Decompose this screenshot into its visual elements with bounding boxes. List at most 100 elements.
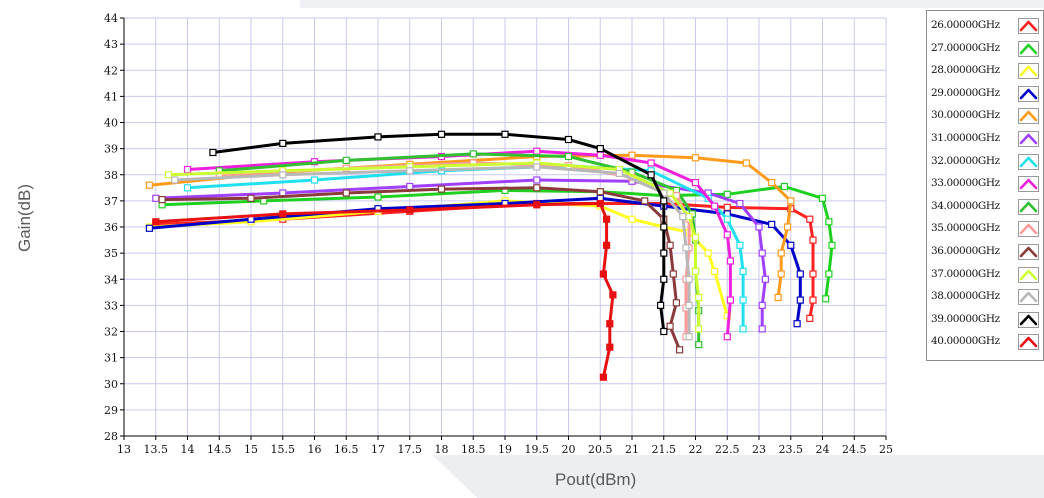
series-marker bbox=[209, 148, 217, 157]
y-tick-label: 36 bbox=[104, 221, 118, 234]
series-marker bbox=[787, 197, 795, 205]
series-marker bbox=[796, 296, 804, 304]
legend-label: 29.00000GHz bbox=[931, 86, 1000, 99]
y-tick-label: 33 bbox=[104, 299, 118, 312]
series-marker bbox=[691, 154, 700, 162]
series-marker bbox=[660, 275, 668, 283]
legend-item: 37.00000GHz bbox=[927, 264, 1043, 286]
series-marker bbox=[736, 199, 744, 208]
legend-label: 26.00000GHz bbox=[931, 19, 1000, 31]
series-marker bbox=[656, 301, 665, 309]
series-marker bbox=[183, 184, 192, 192]
series-marker bbox=[171, 176, 179, 184]
legend-swatch bbox=[1018, 176, 1039, 193]
y-tick-label: 30 bbox=[104, 378, 118, 391]
series-marker bbox=[596, 145, 604, 153]
series-marker bbox=[695, 293, 703, 302]
series-marker bbox=[685, 301, 693, 309]
x-tick-label: 24.5 bbox=[842, 443, 867, 456]
series-marker bbox=[647, 171, 655, 179]
x-tick-label: 21 bbox=[625, 443, 639, 456]
legend-swatch bbox=[1018, 85, 1039, 102]
x-tick-label: 19 bbox=[498, 443, 512, 456]
series-marker bbox=[685, 333, 693, 341]
series-marker bbox=[685, 275, 693, 283]
series-line bbox=[211, 132, 666, 333]
series-marker bbox=[599, 270, 608, 278]
series-marker bbox=[406, 182, 414, 191]
series-marker bbox=[660, 223, 668, 231]
legend-item: 36.00000GHz bbox=[927, 241, 1043, 263]
legend-swatch bbox=[1018, 311, 1039, 328]
x-tick-label: 15.5 bbox=[271, 443, 296, 456]
x-tick-label: 18.5 bbox=[461, 443, 486, 456]
legend-label: 27.00000GHz bbox=[931, 41, 1000, 54]
x-tick-label: 18 bbox=[435, 443, 449, 456]
x-tick-label: 22.5 bbox=[715, 443, 740, 456]
chart-axes: 28 29 30 31 32 33 34 35 36 37 38 39 40 41 42 43 44 13 13.5… bbox=[104, 12, 893, 456]
series-marker bbox=[606, 343, 614, 351]
series-marker bbox=[641, 197, 649, 205]
legend-label: 37.00000GHz bbox=[931, 267, 1000, 280]
series-marker bbox=[806, 215, 814, 223]
series-marker bbox=[533, 176, 541, 184]
series-marker bbox=[342, 189, 350, 197]
legend-swatch bbox=[1018, 40, 1039, 57]
series-marker bbox=[533, 184, 541, 192]
y-tick-label: 34 bbox=[104, 273, 118, 286]
x-tick-label: 24 bbox=[816, 443, 830, 456]
series-marker bbox=[647, 159, 655, 167]
series-marker bbox=[164, 171, 172, 179]
legend-item: 30.00000GHz bbox=[927, 105, 1043, 127]
series-marker bbox=[726, 257, 735, 265]
legend-label: 35.00000GHz bbox=[931, 222, 1000, 235]
series-marker bbox=[695, 341, 703, 349]
y-tick-label: 44 bbox=[104, 12, 118, 25]
legend-label: 28.00000GHz bbox=[931, 64, 1000, 77]
series-marker bbox=[374, 193, 382, 201]
series-marker bbox=[828, 241, 836, 249]
y-tick-label: 28 bbox=[104, 430, 118, 443]
series-marker bbox=[809, 296, 817, 304]
series-marker bbox=[437, 185, 446, 193]
x-tick-label: 20 bbox=[562, 443, 576, 456]
series-marker bbox=[533, 163, 541, 171]
legend-item: 31.00000GHz bbox=[927, 128, 1043, 150]
series-marker bbox=[758, 249, 766, 257]
series-marker bbox=[310, 176, 319, 184]
series-marker bbox=[406, 206, 414, 214]
series-marker bbox=[669, 270, 677, 278]
x-tick-label: 21.5 bbox=[652, 443, 677, 456]
legend-swatch bbox=[1018, 131, 1039, 147]
series-marker bbox=[793, 320, 801, 328]
series-marker bbox=[796, 270, 804, 278]
series-marker bbox=[602, 215, 611, 223]
series-marker bbox=[685, 213, 693, 221]
series-marker bbox=[145, 224, 153, 232]
series-marker bbox=[822, 295, 830, 303]
legend-item: 27.00000GHz bbox=[927, 38, 1043, 60]
series-marker bbox=[758, 325, 766, 333]
series-marker bbox=[469, 150, 477, 158]
y-tick-label: 42 bbox=[104, 64, 118, 77]
series-marker bbox=[679, 213, 687, 221]
legend-label: 36.00000GHz bbox=[931, 245, 1000, 257]
series-marker bbox=[736, 241, 744, 249]
series-marker bbox=[666, 322, 674, 330]
series-line bbox=[154, 202, 615, 379]
series-marker bbox=[406, 167, 414, 175]
series-37.00000GHz bbox=[164, 159, 703, 333]
series-marker bbox=[533, 147, 541, 155]
series-marker bbox=[691, 179, 700, 187]
series-marker bbox=[675, 346, 684, 354]
legend-swatch bbox=[1018, 18, 1039, 34]
series-marker bbox=[660, 327, 668, 336]
x-tick-label: 14.5 bbox=[207, 443, 232, 456]
series-marker bbox=[564, 152, 573, 161]
legend-swatch bbox=[1018, 244, 1039, 260]
series-marker bbox=[602, 241, 611, 249]
series-marker bbox=[825, 270, 833, 278]
series-marker bbox=[761, 275, 770, 283]
legend-swatch bbox=[1018, 198, 1039, 215]
legend-item: 39.00000GHz bbox=[927, 309, 1043, 331]
